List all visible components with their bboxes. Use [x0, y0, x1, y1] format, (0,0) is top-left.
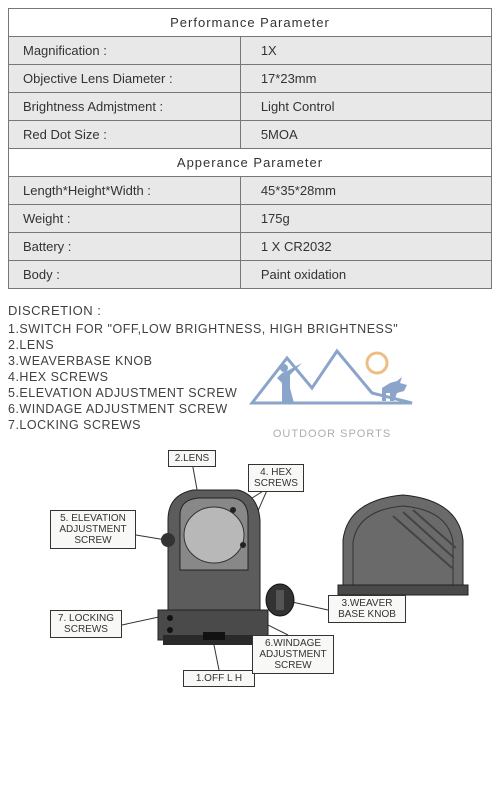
- callout-lens: 2.LENS: [168, 450, 216, 467]
- spec-label: Objective Lens Diameter :: [9, 65, 241, 93]
- spec-value: Paint oxidation: [240, 261, 491, 289]
- spec-label: Battery :: [9, 233, 241, 261]
- discretion-title: DISCRETION :: [8, 303, 492, 318]
- discretion-list: 1.SWITCH FOR "OFF,LOW BRIGHTNESS, HIGH B…: [8, 322, 492, 432]
- performance-header: Performance Parameter: [9, 9, 492, 37]
- spec-value: 1 X CR2032: [240, 233, 491, 261]
- discretion-block: OUTDOOR SPORTS DISCRETION : 1.SWITCH FOR…: [8, 303, 492, 432]
- spec-label: Brightness Admjstment :: [9, 93, 241, 121]
- sight-body-icon: [158, 490, 294, 645]
- discretion-item: 7.LOCKING SCREWS: [8, 418, 492, 432]
- spec-row: Red Dot Size : 5MOA: [9, 121, 492, 149]
- callout-windage: 6.WINDAGE ADJUSTMENT SCREW: [252, 635, 334, 674]
- discretion-item: 6.WINDAGE ADJUSTMENT SCREW: [8, 402, 492, 416]
- discretion-item: 1.SWITCH FOR "OFF,LOW BRIGHTNESS, HIGH B…: [8, 322, 492, 336]
- spec-row: Length*Height*Width : 45*35*28mm: [9, 177, 492, 205]
- spec-row: Objective Lens Diameter : 17*23mm: [9, 65, 492, 93]
- spec-value: 17*23mm: [240, 65, 491, 93]
- callout-weaver: 3.WEAVER BASE KNOB: [328, 595, 406, 623]
- spec-row: Brightness Admjstment : Light Control: [9, 93, 492, 121]
- spec-row: Body : Paint oxidation: [9, 261, 492, 289]
- callout-locking: 7. LOCKING SCREWS: [50, 610, 122, 638]
- spec-value: 175g: [240, 205, 491, 233]
- callout-off-switch: 1.OFF L H: [183, 670, 255, 687]
- sight-cover-icon: [338, 495, 468, 595]
- discretion-item: 3.WEAVERBASE KNOB: [8, 354, 492, 368]
- spec-label: Length*Height*Width :: [9, 177, 241, 205]
- spec-value: 5MOA: [240, 121, 491, 149]
- spec-label: Weight :: [9, 205, 241, 233]
- spec-row: Weight : 175g: [9, 205, 492, 233]
- callout-hex-screws: 4. HEX SCREWS: [248, 464, 304, 492]
- spec-label: Red Dot Size :: [9, 121, 241, 149]
- spec-value: 45*35*28mm: [240, 177, 491, 205]
- spec-row: Battery : 1 X CR2032: [9, 233, 492, 261]
- spec-label: Magnification :: [9, 37, 241, 65]
- spec-value: 1X: [240, 37, 491, 65]
- spec-table: Performance Parameter Magnification : 1X…: [8, 8, 492, 289]
- spec-label: Body :: [9, 261, 241, 289]
- appearance-header: Apperance Parameter: [9, 149, 492, 177]
- discretion-item: 2.LENS: [8, 338, 492, 352]
- spec-row: Magnification : 1X: [9, 37, 492, 65]
- parts-diagram: 2.LENS 4. HEX SCREWS 5. ELEVATION ADJUST…: [8, 440, 492, 700]
- callout-elevation: 5. ELEVATION ADJUSTMENT SCREW: [50, 510, 136, 549]
- spec-value: Light Control: [240, 93, 491, 121]
- discretion-item: 5.ELEVATION ADJUSTMENT SCREW: [8, 386, 492, 400]
- discretion-item: 4.HEX SCREWS: [8, 370, 492, 384]
